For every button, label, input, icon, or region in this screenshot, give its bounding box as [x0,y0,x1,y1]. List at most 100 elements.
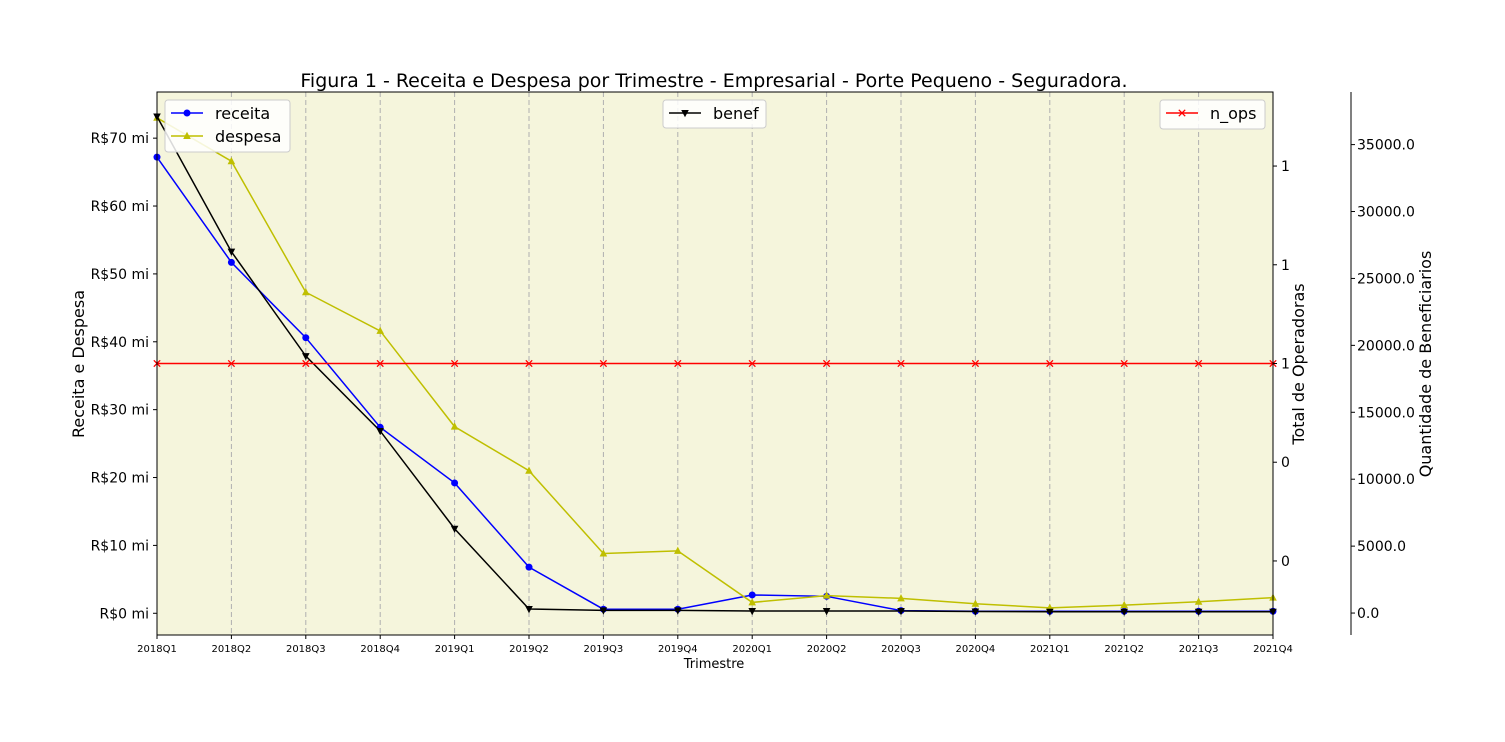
data-point-benef [227,248,236,256]
y-tick-label: R$20 mi [91,471,149,487]
x-tick-label: 2018Q4 [360,644,400,655]
x-tick-label: 2019Q3 [584,644,624,655]
data-point-benef [525,606,533,614]
data-point-n_ops [599,359,608,368]
y-tick-label: R$30 mi [91,403,149,419]
legend-upper-right: n_ops [1159,99,1266,130]
right2-y-tick-label: 15000.0 [1357,405,1415,421]
legend-item-despesa: despesa [171,127,281,146]
right-y-tick-label: 1 [1281,357,1290,373]
data-point-despesa [1194,597,1203,605]
legend-upper-center: benef [662,99,767,129]
data-point-despesa [1120,600,1128,609]
data-point-despesa [302,288,310,296]
data-point-despesa [822,591,831,599]
chart-title: Figura 1 - Receita e Despesa por Trimest… [300,70,1127,92]
data-point-benef [450,525,459,533]
data-point-n_ops [971,359,980,368]
legend-box [1159,99,1266,130]
x-tick-label: 2019Q4 [658,644,698,655]
data-point-n_ops [748,359,756,368]
x-tick-label: 2020Q1 [732,644,772,655]
x-tick-label: 2018Q2 [212,644,252,655]
right2-y-axis-label: Quantidade de Beneficiarios [1416,251,1435,478]
data-point-benef [674,607,682,615]
data-point-benef [971,608,980,616]
right2-y-tick-label: 10000.0 [1357,472,1415,488]
data-point-n_ops [1194,359,1203,368]
data-point-benef [748,608,756,616]
data-point-n_ops [897,359,905,368]
y-tick-label: R$70 mi [91,131,149,147]
right2-y-tick-label: 35000.0 [1357,138,1415,154]
y-tick-label: R$10 mi [91,538,149,554]
data-point-despesa [376,326,384,334]
legend-label: receita [215,104,270,123]
x-tick-label: 2020Q2 [807,644,847,655]
data-point-receita [525,563,533,571]
data-point-n_ops [525,359,533,368]
data-point-n_ops [227,359,236,368]
x-tick-label: 2019Q2 [509,644,549,655]
legend-marker [681,110,689,118]
series-line-despesa [156,117,1274,609]
legend-marker [183,109,191,117]
y-axis-label: Receita e Despesa [69,290,88,438]
legend-label: n_ops [1210,104,1256,124]
series-despesa [153,113,1277,611]
right-y-tick-label: 1 [1281,258,1290,274]
legend-label: despesa [215,127,281,146]
data-point-benef [376,428,384,436]
x-tick-label: 2018Q3 [286,644,326,655]
data-point-benef [1120,608,1128,616]
data-point-receita [748,591,756,599]
legends: receita despesa benef n_ops [164,99,1266,153]
data-point-benef [599,607,608,615]
legend-item-n_ops: n_ops [1166,104,1256,124]
right2-y-tick-label: 25000.0 [1357,271,1415,287]
y-tick-label: R$0 mi [99,606,149,622]
x-tick-label: 2019Q1 [435,644,475,655]
right-y-axis-label: Total de Operadoras [1289,283,1308,445]
data-point-n_ops [1046,359,1054,368]
data-point-despesa [525,466,533,474]
data-point-despesa [674,546,682,554]
data-point-receita [227,258,235,266]
data-point-n_ops [302,359,310,368]
x-tick-label: 2021Q2 [1104,644,1144,655]
x-tick-label: 2020Q3 [881,644,921,655]
data-point-despesa [748,598,756,606]
right-y-tick-label: 0 [1281,455,1290,471]
right2-y-tick-label: 5000.0 [1357,539,1406,555]
data-point-n_ops [1120,359,1128,368]
legend-item-benef: benef [669,104,759,123]
x-tick-label: 2020Q4 [956,644,996,655]
data-point-benef [302,353,310,361]
data-point-receita [302,334,310,342]
data-point-n_ops [674,359,682,368]
data-point-receita [451,479,459,487]
data-point-despesa [971,599,980,607]
data-point-n_ops [822,359,831,368]
right-y-tick-label: 0 [1281,554,1290,570]
data-point-n_ops [450,359,459,368]
right2-y-tick-label: 0.0 [1357,606,1379,622]
legend-label: benef [713,104,759,123]
data-point-n_ops [376,359,384,368]
axes: 2018Q1 2018Q2 2018Q3 2018Q4 2019Q1 2019Q2 2019… [91,92,1415,655]
data-point-benef [1194,608,1203,616]
legend-upper-left: receita despesa [164,99,291,153]
legend-marker [1178,109,1186,117]
x-tick-label: 2021Q1 [1030,644,1070,655]
data-point-despesa [599,549,608,557]
series-line-benef [156,116,1273,613]
y-tick-label: R$50 mi [91,267,149,283]
x-tick-label: 2018Q1 [137,644,177,655]
legend-item-receita: receita [171,104,270,123]
right-y-tick-label: 1 [1281,159,1290,175]
data-point-benef [897,608,905,616]
data-point-despesa [450,422,459,430]
data-point-despesa [227,157,236,165]
x-tick-label: 2021Q4 [1253,644,1293,655]
